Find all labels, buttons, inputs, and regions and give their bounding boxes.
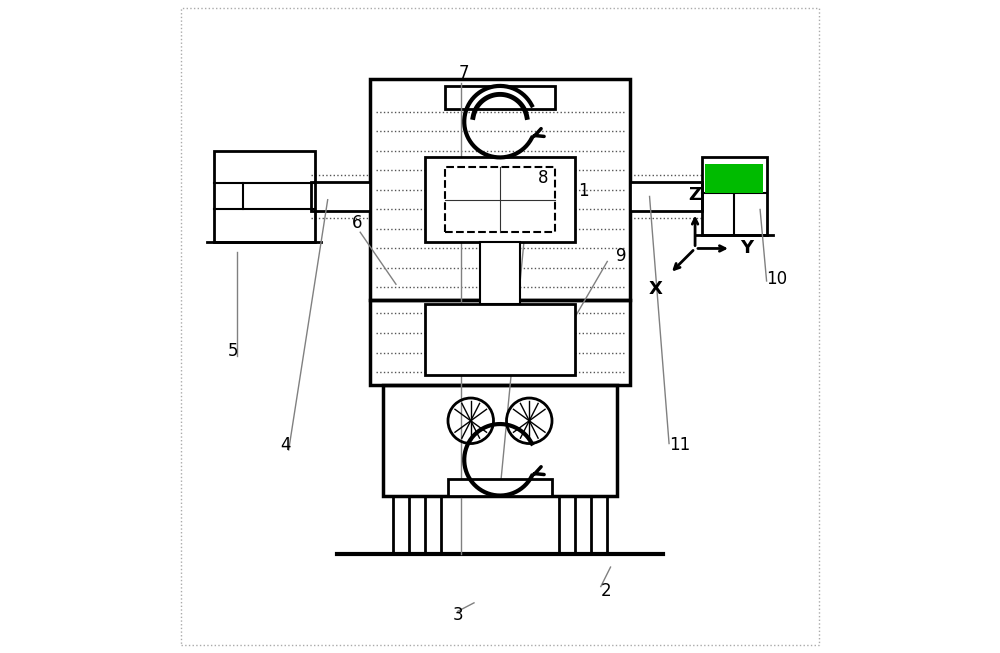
Text: 2: 2	[601, 582, 611, 600]
Text: 5: 5	[228, 342, 239, 360]
Bar	[370, 80, 630, 300]
Bar	[445, 167, 555, 232]
Text: Z: Z	[689, 186, 702, 204]
Bar	[214, 151, 315, 242]
Text: 1: 1	[578, 182, 589, 200]
Bar	[559, 496, 575, 554]
Text: X: X	[648, 280, 662, 298]
Bar	[448, 479, 552, 496]
Bar	[630, 182, 702, 211]
Text: 8: 8	[538, 169, 548, 187]
Bar	[445, 86, 555, 108]
Bar	[705, 164, 763, 193]
Text: 3: 3	[453, 607, 464, 624]
Bar	[383, 385, 617, 496]
Text: 4: 4	[280, 436, 291, 454]
Text: 7: 7	[459, 64, 470, 82]
Bar	[393, 496, 409, 554]
Text: 9: 9	[616, 247, 626, 266]
Text: 11: 11	[669, 436, 690, 454]
Bar	[425, 304, 575, 375]
Bar	[425, 496, 441, 554]
Bar	[370, 300, 630, 385]
Text: 6: 6	[352, 214, 362, 232]
Text: Y: Y	[741, 240, 754, 257]
Bar	[702, 157, 767, 236]
Bar	[425, 157, 575, 242]
Bar	[480, 242, 520, 304]
Bar	[591, 496, 607, 554]
Bar	[311, 182, 370, 211]
Text: 10: 10	[767, 270, 788, 288]
